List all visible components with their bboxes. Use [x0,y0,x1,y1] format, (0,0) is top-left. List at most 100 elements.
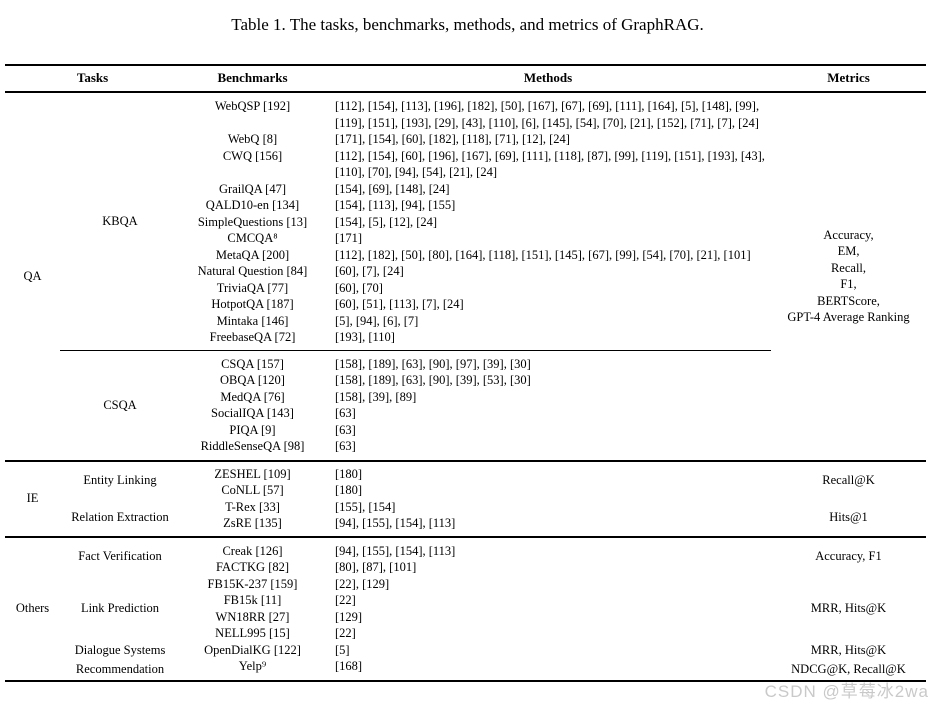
methods-cell: [154], [113], [94], [155] [335,198,456,212]
benchmark-cell: RiddleSenseQA [98] [200,439,305,453]
methods-cell: [154], [5], [12], [24] [335,214,438,229]
benchmark-cell: Creak [126] [222,543,283,558]
table-row: CoNLL [57] [180] [5,482,926,499]
metric-cell-link-prediction: MRR, Hits@K [810,601,887,616]
methods-cell: [112], [154], [60], [196], [167], [69], … [335,148,765,180]
benchmark-cell: CMCQA⁸ [227,231,278,245]
benchmark-cell: CSQA [157] [221,356,284,371]
benchmark-cell: SocialIQA [143] [211,406,294,420]
benchmark-cell: Yelp⁹ [238,659,267,673]
table-row: FB15k [11] [22] [5,592,926,609]
benchmark-cell: SimpleQuestions [13] [197,214,308,229]
methods-cell: [171] [335,231,363,245]
methods-cell: [22] [335,593,356,607]
methods-cell: [63] [335,422,356,437]
benchmark-cell: CWQ [156] [222,148,283,163]
subtask-label-dialogue-systems: Dialogue Systems [74,642,166,657]
methods-cell: [22] [335,626,356,640]
methods-cell: [112], [154], [113], [196], [182], [50],… [335,99,760,130]
subtask-label-relation-extraction: Relation Extraction [71,509,169,524]
watermark: CSDN @草莓冰2wa [764,682,929,701]
table-row: ZsRE [135] [94], [155], [154], [113] [5,515,926,536]
benchmark-cell: FreebaseQA [72] [180,329,325,351]
metric-cell-fact-verification: Accuracy, F1 [815,549,882,564]
table-row: IE Entity Linking ZESHEL [109] [180] Rec… [5,462,926,506]
subtask-label-entity-linking: Entity Linking [83,472,157,487]
methods-cell: [168] [335,659,363,673]
methods-cell: [129] [335,609,363,624]
table-row: WebQ [8] [171], [154], [60], [182], [118… [5,131,926,148]
methods-cell: [158], [189], [63], [90], [97], [39], [3… [335,356,531,371]
methods-cell: [80], [87], [101] [335,560,417,574]
methods-cell: [154], [69], [148], [24] [335,181,450,196]
benchmark-cell: FACTKG [82] [215,560,290,574]
table-row: RiddleSenseQA [98] [63] [5,438,926,460]
benchmark-cell: MedQA [76] [220,389,285,404]
table-row: FACTKG [82] [80], [87], [101] [5,559,926,576]
header-metrics: Metrics [827,70,870,86]
benchmark-cell: QALD10-en [134] [205,198,300,212]
table-row: OBQA [120] [158], [189], [63], [90], [39… [5,372,926,389]
table-row: CSQA CSQA [157] [158], [189], [63], [90]… [5,350,926,412]
methods-cell: [180] [335,483,363,497]
subtask-label-fact-verification: Fact Verification [78,549,162,564]
task-group-label-ie: IE [26,491,39,506]
subtask-label-recommendation: Recommendation [75,661,165,676]
header-bottom-rule [5,91,926,93]
methods-cell: [60], [51], [113], [7], [24] [335,297,464,311]
methods-cell: [63] [335,439,356,453]
benchmark-cell: NELL995 [15] [215,626,290,640]
section-rule-ie-others [5,535,926,538]
methods-cell: [171], [154], [60], [182], [118], [71], … [335,132,570,146]
table-row: NELL995 [15] [22] [5,625,926,642]
table-header: Tasks Benchmarks Methods Metrics [5,66,926,91]
benchmark-cell: WebQ [8] [227,132,278,146]
header-row: Tasks Benchmarks Methods Metrics [5,66,926,91]
header-methods: Methods [523,70,573,86]
table-row: Relation Extraction T-Rex [33] [155], [1… [5,499,926,524]
table-row: TriviaQA [77] [60], [70] [5,280,926,297]
table-row: Mintaka [146] [5], [94], [6], [7] [5,313,926,330]
benchmark-cell: FB15K-237 [159] [207,576,298,591]
task-group-label-others: Others [15,601,50,616]
benchmark-cell: Mintaka [146] [216,313,289,328]
benchmark-cell: HotpotQA [187] [211,297,294,311]
benchmark-cell: FB15k [11] [223,593,282,607]
table-row: Others Fact Verification Creak [126] [94… [5,538,926,616]
benchmark-cell: OpenDialKG [122] [204,642,301,657]
methods-cell: [155], [154] [335,499,396,514]
benchmark-cell: T-Rex [33] [225,499,280,514]
section-others: Others Fact Verification Creak [126] [94… [5,538,926,680]
metric-cell-qa: Accuracy, EM, Recall, F1, BERTScore, GPT… [787,227,910,325]
benchmark-cell: MetaQA [200] [215,247,290,262]
table-row: CWQ [156] [112], [154], [60], [196], [16… [5,148,926,181]
table-row: FreebaseQA [72] [193], [110] [5,329,926,351]
header-tasks: Tasks [76,70,109,86]
table-row: Dialogue Systems OpenDialKG [122] [5] MR… [5,642,926,659]
table-top-rule [5,64,926,66]
table-row: Natural Question [84] [60], [7], [24] [5,263,926,280]
benchmark-cell: GrailQA [47] [219,181,286,196]
subtask-label-kbqa: KBQA [60,93,180,351]
benchmark-cell: OBQA [120] [220,373,285,387]
methods-cell: [158], [39], [89] [335,389,417,404]
table-row: Recommendation Yelp⁹ [168] NDCG@K, Recal… [5,658,926,680]
methods-cell: [60], [70] [335,280,383,295]
benchmark-cell: ZESHEL [109] [214,466,291,481]
benchmark-cell: WebQSP [192] [214,99,291,113]
metric-cell-dialogue-systems: MRR, Hits@K [810,642,887,657]
metric-cell-entity-linking: Recall@K [822,472,875,487]
methods-cell: [63] [335,406,356,420]
benchmark-cell: PIQA [9] [229,422,276,437]
table-row: QA KBQA WebQSP [192] [112], [154], [113]… [5,93,926,351]
subtask-label-link-prediction: Link Prediction [80,601,160,616]
table-row: SimpleQuestions [13] [154], [5], [12], [… [5,214,926,231]
methods-cell: [112], [182], [50], [80], [164], [118], … [335,247,751,262]
methods-cell: [60], [7], [24] [335,264,404,278]
methods-cell: [180] [335,466,363,481]
metric-cell-recommendation: NDCG@K, Recall@K [791,661,906,676]
benchmark-cell: WN18RR [27] [215,609,290,624]
table-row: WN18RR [27] [129] [5,609,926,626]
header-benchmarks: Benchmarks [217,70,288,86]
